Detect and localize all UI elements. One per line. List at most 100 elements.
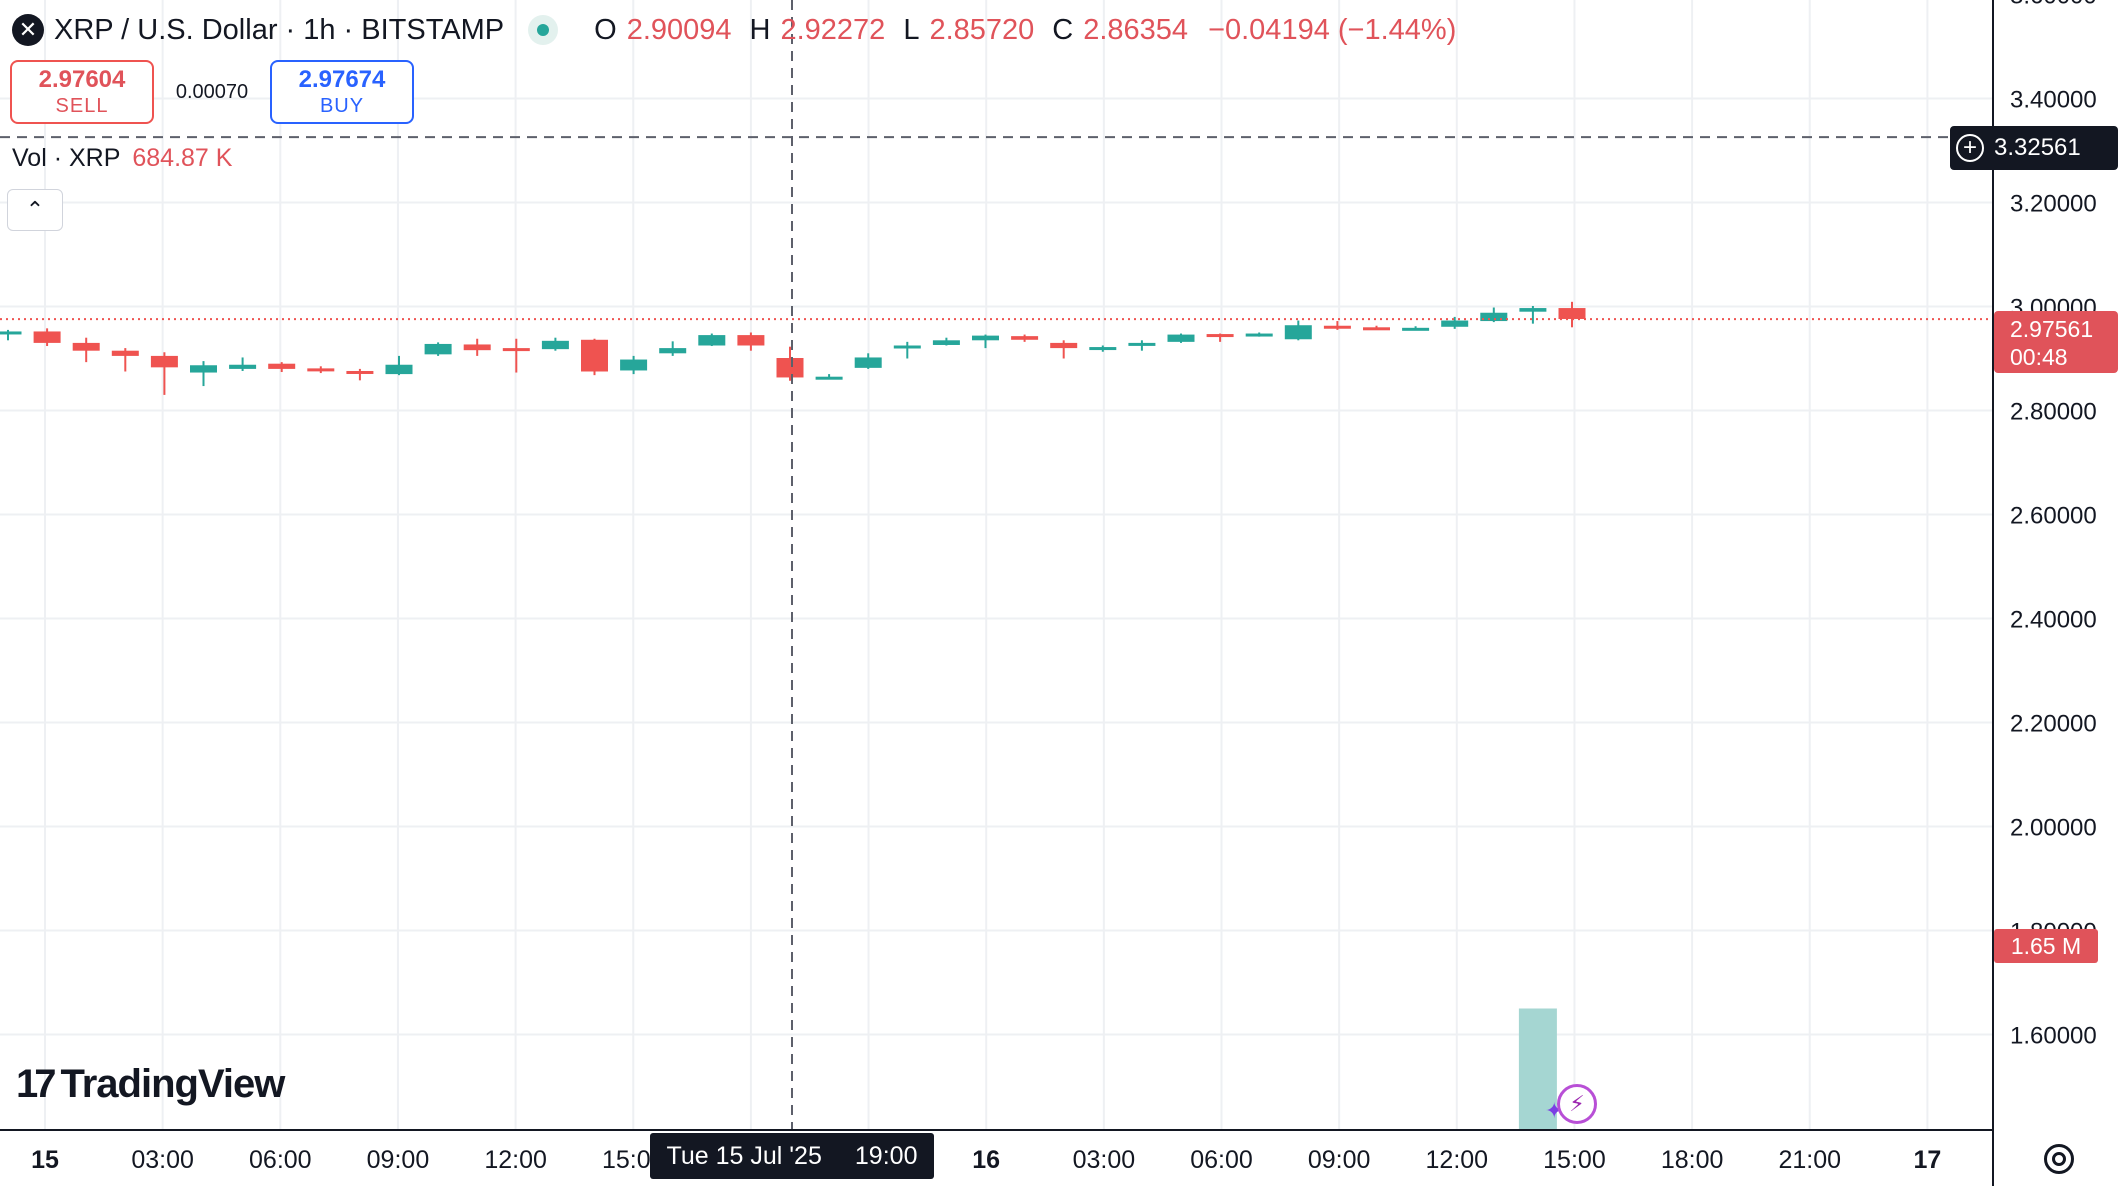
collapse-legend-button[interactable]: ⌃ [7,189,63,231]
candle-body [190,365,217,373]
symbol-title[interactable]: XRP / U.S. Dollar · 1h · BITSTAMP [54,13,505,46]
tradingview-logo[interactable]: 17 TradingView [16,1062,286,1107]
bar-countdown: 00:48 [2010,344,2068,370]
volume-price-tag: 1.65 M [1994,929,2098,963]
candle-body [1402,327,1430,331]
sell-button[interactable]: 2.97604 SELL [10,60,154,124]
candle-body [0,331,22,335]
candle-body [385,364,413,375]
time-tick-label: 18:00 [1661,1146,1724,1174]
candle-body [1323,325,1351,329]
time-tick-label: 03:00 [131,1146,194,1174]
time-tick-label: 06:00 [1190,1146,1253,1174]
candle-body [268,363,296,369]
xrp-logo-icon: ✕ [12,14,44,46]
close-key: C [1052,13,1074,46]
time-tick-label: 15:00 [1543,1146,1606,1174]
buy-price: 2.97674 [298,66,386,93]
high-key: H [749,13,771,46]
candle-body [111,350,139,356]
candle-body [1441,320,1469,327]
crosshair-time-tag: Tue 15 Jul '25 19:00 [650,1133,934,1179]
candle-body [698,335,726,346]
sell-label: SELL [55,95,109,117]
buy-button[interactable]: 2.97674 BUY [270,60,414,124]
time-tick-label: 09:00 [1308,1146,1371,1174]
time-tick-label: 17 [1913,1146,1941,1174]
candle-body [659,348,687,354]
high-value: 2.92272 [780,13,886,46]
sell-price: 2.97604 [38,66,126,93]
close-value: 2.86354 [1083,13,1189,46]
open-value: 2.90094 [626,13,732,46]
price-tick-label: 2.00000 [2010,815,2097,842]
candle-body [620,359,648,371]
candle-body [1089,347,1117,351]
crosshair-date: Tue 15 Jul '25 [666,1142,822,1170]
candle-body [424,343,452,355]
volume-legend[interactable]: Vol · XRP 684.87 K [12,144,232,173]
candle-body [1011,336,1039,340]
candle-body [581,339,608,372]
candle-body [229,364,257,369]
time-tick-label: 16 [972,1146,1000,1174]
candle-body [815,376,843,380]
low-key: L [903,13,920,46]
volume-label: Vol · XRP [12,144,121,172]
symbol-legend: ✕ XRP / U.S. Dollar · 1h · BITSTAMP O 2.9… [12,8,1456,52]
price-tick-label: 2.40000 [2010,607,2097,634]
plus-circle-icon[interactable]: + [1956,134,1984,162]
volume-bar [1518,1008,1557,1130]
settings-icon[interactable] [2044,1144,2074,1174]
price-tick-label: 2.60000 [2010,503,2097,530]
candle-body [463,344,491,351]
crosshair-price-tag[interactable]: + 3.32561 [1950,126,2118,170]
candle-body [1245,333,1273,337]
open-key: O [594,13,617,46]
candle-body [150,355,178,368]
candle-body [33,331,61,343]
time-tick-label: 12:00 [1426,1146,1489,1174]
price-tick-label: 2.80000 [2010,399,2097,426]
lightning-icon[interactable]: ⚡ [1557,1084,1597,1124]
candle-body [737,335,765,346]
time-tick-label: 12:00 [484,1146,547,1174]
last-price-tag: 2.97561 00:48 [1994,311,2118,373]
change-value: −0.04194 (−1.44%) [1208,13,1457,46]
candle-body [346,370,374,374]
price-tick-label: 3.40000 [2010,87,2097,114]
candle-body [932,340,960,345]
candle-body [1167,334,1195,342]
candle-body [307,368,335,372]
market-status-icon[interactable] [528,15,559,45]
time-tick-label: 09:00 [367,1146,430,1174]
candle-body [1558,308,1586,319]
candle-body [854,357,882,368]
candle-body [72,342,100,351]
time-tick-label: 06:00 [249,1146,312,1174]
crosshair-price: 3.32561 [1994,134,2081,161]
buy-label: BUY [319,95,365,117]
candle-body [1363,327,1390,331]
price-tick-label: 3.20000 [2010,191,2097,218]
candle-body [776,358,804,378]
candle-body [1284,325,1312,340]
price-tick-label: 2.20000 [2010,711,2097,738]
candle-body [893,345,921,349]
time-tick-label: 03:00 [1073,1146,1136,1174]
last-price: 2.97561 [2010,316,2094,342]
crosshair-time: 19:00 [854,1142,918,1170]
tradingview-wordmark: TradingView [60,1062,286,1106]
candle-body [972,335,999,341]
tradingview-mark-icon: 17 [16,1062,56,1106]
volume-value: 684.87 K [132,144,233,172]
candle-body [1480,312,1508,322]
time-tick-label: 21:00 [1778,1146,1841,1174]
candle-body [502,348,530,352]
candle-body [1128,342,1156,346]
chevron-up-icon: ⌃ [25,197,45,222]
price-tick-label: 1.60000 [2010,1023,2097,1050]
spread-value: 0.00070 [175,80,249,103]
candle-body [1206,334,1234,338]
